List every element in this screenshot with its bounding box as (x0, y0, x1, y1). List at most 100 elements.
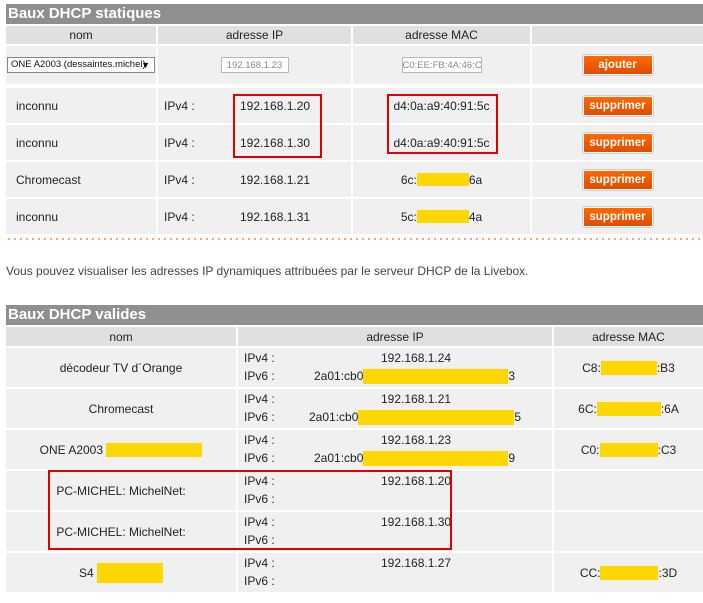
redaction (416, 173, 469, 186)
ipv6-suffix: 3 (508, 369, 516, 383)
ipv4-label: IPv4 : (244, 351, 275, 365)
ipv6-suffix: 9 (508, 451, 516, 465)
mac-value (554, 471, 703, 510)
valid-leases-title: Baux DHCP valides (6, 305, 703, 325)
static-lease-row: inconnu IPv4 : 192.168.1.31 5c: 4a suppri… (6, 199, 703, 234)
valid-lease-row: Chromecast IPv4 : IPv6 : 192.168.1.21 2a… (6, 389, 703, 428)
delete-button[interactable]: supprimer (581, 205, 654, 228)
delete-button[interactable]: supprimer (581, 94, 654, 117)
info-text: Vous pouvez visualiser les adresses IP d… (6, 264, 529, 278)
valid-lease-row: PC-MICHEL: MichelNet: IPv4 : IPv6 : 192.… (6, 471, 703, 510)
mac-value: C0::C3 (554, 430, 703, 469)
mac-prefix: C8: (582, 360, 601, 375)
valid-lease-row: ONE A2003 IPv4 : IPv6 : 192.168.1.23 2a0… (6, 430, 703, 469)
mac-value: d4:0a:a9:40:91:5c (353, 125, 530, 160)
mac-value: d4:0a:a9:40:91:5c (353, 88, 530, 123)
lease-name: Chromecast (6, 389, 236, 428)
lease-name-text: S4 (78, 565, 94, 580)
col-header-mac: adresse MAC (554, 327, 703, 346)
mac-prefix: 6C: (578, 401, 597, 416)
lease-name: décodeur TV d´Orange (6, 348, 236, 387)
ip-label: IPv4 : (164, 210, 195, 224)
ip-label: IPv4 : (164, 173, 195, 187)
highlight-box-macs (387, 94, 498, 154)
mac-prefix: 5c: (400, 209, 417, 224)
lease-name: PC-MICHEL: MichelNet: (6, 471, 236, 510)
ipv6-label: IPv6 : (244, 533, 275, 547)
lease-name: Chromecast (6, 162, 156, 197)
ipv6-label: IPv6 : (244, 410, 275, 424)
mac-value (554, 512, 703, 551)
col-header-mac: adresse MAC (353, 26, 530, 44)
mac-suffix: 4a (468, 209, 483, 224)
valid-lease-row: PC-MICHEL: MichelNet: IPv4 : IPv6 : 192.… (6, 512, 703, 551)
lease-name: ONE A2003 (6, 430, 236, 469)
delete-button[interactable]: supprimer (581, 131, 654, 154)
col-header-ip: adresse IP (238, 327, 552, 346)
add-button[interactable]: ajouter (581, 54, 654, 76)
ipv6-label: IPv6 : (244, 492, 275, 506)
add-lease-row: ONE A2003 (dessaintes.michel) ▼ ajouter (6, 46, 703, 84)
ipv6-prefix: 2a01:cb0 (314, 369, 364, 383)
lease-name: inconnu (6, 88, 156, 123)
ipv6-prefix: 2a01:cb0 (314, 451, 364, 465)
ipv4-label: IPv4 : (244, 474, 275, 488)
ip-value: 192.168.1.30 (240, 136, 311, 150)
ip-value: 192.168.1.21 (240, 173, 311, 187)
redaction (363, 369, 509, 385)
static-lease-row: Chromecast IPv4 : 192.168.1.21 6c: 6a sup… (6, 162, 703, 197)
lease-name-text: ONE A2003 (39, 442, 104, 457)
ipv6-label: IPv6 : (244, 369, 275, 383)
mac-value: C8: :B3 (554, 348, 703, 387)
col-header-nom: nom (6, 327, 236, 346)
valid-leases-header: nom adresse IP adresse MAC (6, 327, 703, 346)
mac-suffix: :B3 (656, 360, 675, 375)
lease-name: S4 (6, 553, 236, 592)
dotted-separator (6, 238, 703, 240)
mac-suffix: :3D (658, 565, 678, 580)
ipv4-value: 192.168.1.23 (381, 433, 452, 447)
ipv4-value: 192.168.1.24 (381, 351, 452, 365)
ipv4-label: IPv4 : (244, 556, 275, 570)
redaction (97, 562, 164, 583)
ipv4-label: IPv4 : (244, 515, 275, 529)
redaction (416, 210, 469, 223)
ipv6-label: IPv6 : (244, 451, 275, 465)
static-leases-table: nom adresse IP adresse MAC ONE A2003 (de… (6, 26, 703, 236)
ip-value: 192.168.1.20 (240, 99, 311, 113)
ipv4-value: 192.168.1.21 (381, 392, 452, 406)
lease-name: PC-MICHEL: MichelNet: (6, 512, 236, 551)
device-select[interactable]: ONE A2003 (dessaintes.michel) ▼ (7, 57, 155, 73)
static-leases-title: Baux DHCP statiques (6, 4, 703, 24)
lease-name: inconnu (6, 199, 156, 234)
ipv4-value: 192.168.1.27 (381, 556, 452, 570)
highlight-box-pc-michel (48, 470, 452, 550)
ipv4-value: 192.168.1.20 (381, 474, 452, 488)
mac-prefix: CC: (579, 565, 601, 580)
mac-suffix: :C3 (657, 442, 677, 457)
ipv6-value: 2a01:cb0 9 (314, 451, 516, 467)
delete-button[interactable]: supprimer (581, 168, 654, 191)
redaction (363, 451, 509, 467)
mac-value: CC: :3D (554, 553, 703, 592)
ip-label: IPv4 : (164, 99, 195, 113)
dropdown-arrow-icon: ▼ (141, 60, 150, 70)
ip-address-input[interactable] (220, 57, 289, 73)
ipv6-label: IPv6 : (244, 574, 275, 588)
col-header-actions (532, 26, 703, 44)
mac-suffix: :6A (660, 401, 679, 416)
ip-label: IPv4 : (164, 136, 195, 150)
redaction (600, 360, 657, 375)
mac-address-input[interactable] (401, 57, 482, 73)
ipv6-value: 2a01:cb0 3 (314, 369, 516, 385)
mac-suffix: 6a (468, 172, 483, 187)
valid-lease-row: S4 IPv4 : IPv6 : 192.168.1.27 CC: :3D (6, 553, 703, 592)
ipv6-suffix: 5 (514, 410, 522, 424)
ipv4-label: IPv4 : (244, 433, 275, 447)
redaction (599, 442, 658, 457)
redaction (106, 442, 203, 457)
col-header-nom: nom (6, 26, 156, 44)
redaction (358, 410, 515, 426)
lease-name: inconnu (6, 125, 156, 160)
static-leases-header: nom adresse IP adresse MAC (6, 26, 703, 44)
